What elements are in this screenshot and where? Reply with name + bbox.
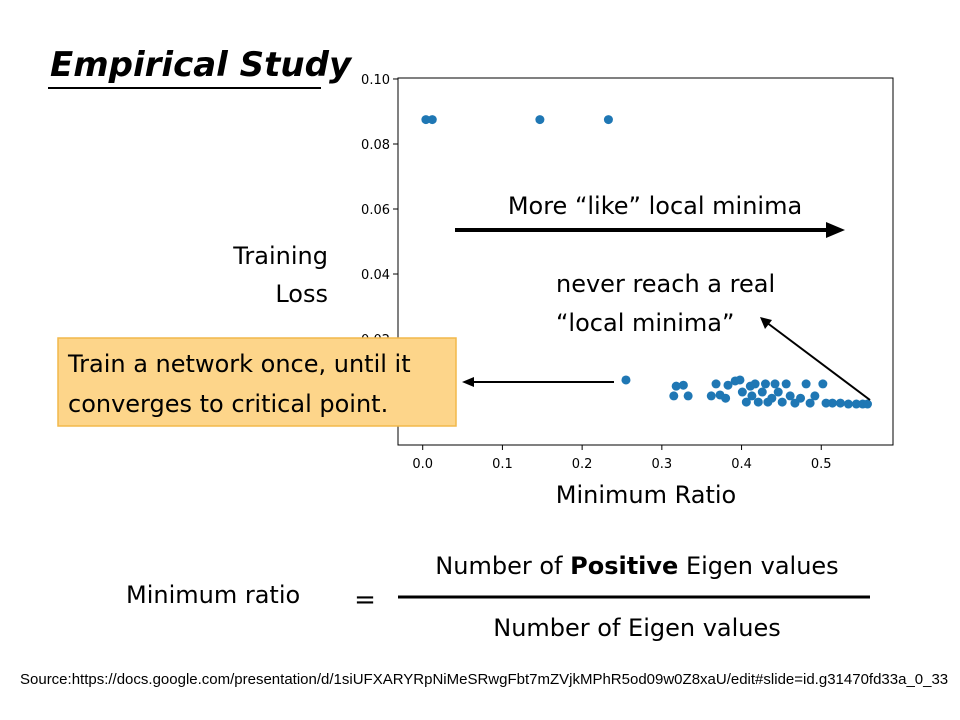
point [669,391,679,401]
slide-canvas: Empirical Study 0.00.10.20.30.40.50.000.… [48,45,894,642]
point [723,380,733,390]
arrowhead [462,377,474,387]
x-tick-label: 0.5 [811,457,832,472]
y-axis-label: Loss [275,280,328,308]
numerator-part: Positive [570,552,678,580]
point [711,379,721,389]
annotation: More “like” local minima [508,192,802,220]
y-tick-label: 0.04 [361,268,390,283]
numerator-part: Number of [435,552,570,580]
point [750,379,760,389]
callout-text: Train a network once, until it [67,350,411,378]
callout-box [57,337,457,427]
annotation: never reach a real [556,270,775,298]
point [821,398,831,408]
x-axis-label: Minimum Ratio [556,481,736,509]
point [671,381,681,391]
arrow [765,321,871,401]
plot-frame [397,77,894,446]
source-text: Source:https://docs.google.com/presentat… [20,671,949,688]
point [818,379,828,389]
callout-text: converges to critical point. [68,390,388,418]
point [737,387,747,397]
slide-title: Empirical Study [50,45,353,85]
point [767,393,777,403]
point [770,379,780,389]
point [777,397,787,407]
point [678,380,688,390]
point [785,391,795,401]
point [721,393,731,403]
point [843,399,853,409]
formula-lhs: Minimum ratio [126,581,300,609]
x-tick-label: 0.0 [412,457,433,472]
point [747,391,757,401]
formula-numerator: Number of Positive Eigen values [435,552,838,580]
point [683,391,693,401]
point [781,379,791,389]
x-tick-label: 0.2 [572,457,593,472]
point [827,398,837,408]
point [735,375,745,385]
point [535,115,545,125]
point [796,393,806,403]
point [810,391,820,401]
arrowhead [760,317,772,329]
x-tick-label: 0.1 [492,457,513,472]
point [760,379,770,389]
annotation: “local minima” [556,309,734,337]
y-tick-label: 0.08 [361,138,390,153]
arrowhead [826,222,845,238]
point [741,397,751,407]
point [621,375,631,385]
formula-denominator: Number of Eigen values [493,614,781,642]
point [421,115,431,125]
point [851,399,861,409]
point [862,399,872,409]
point [801,379,811,389]
point [773,387,783,397]
point [753,397,763,407]
formula-equals: = [354,585,376,615]
numerator-part: Eigen values [678,552,838,580]
x-tick-label: 0.4 [731,457,752,472]
point [427,115,437,125]
point [835,398,845,408]
x-tick-label: 0.3 [651,457,672,472]
point [805,398,815,408]
y-tick-label: 0.06 [361,203,390,218]
y-axis-label: Training [232,242,328,270]
point [706,391,716,401]
point [757,387,767,397]
point [603,115,613,125]
y-tick-label: 0.10 [361,73,390,88]
